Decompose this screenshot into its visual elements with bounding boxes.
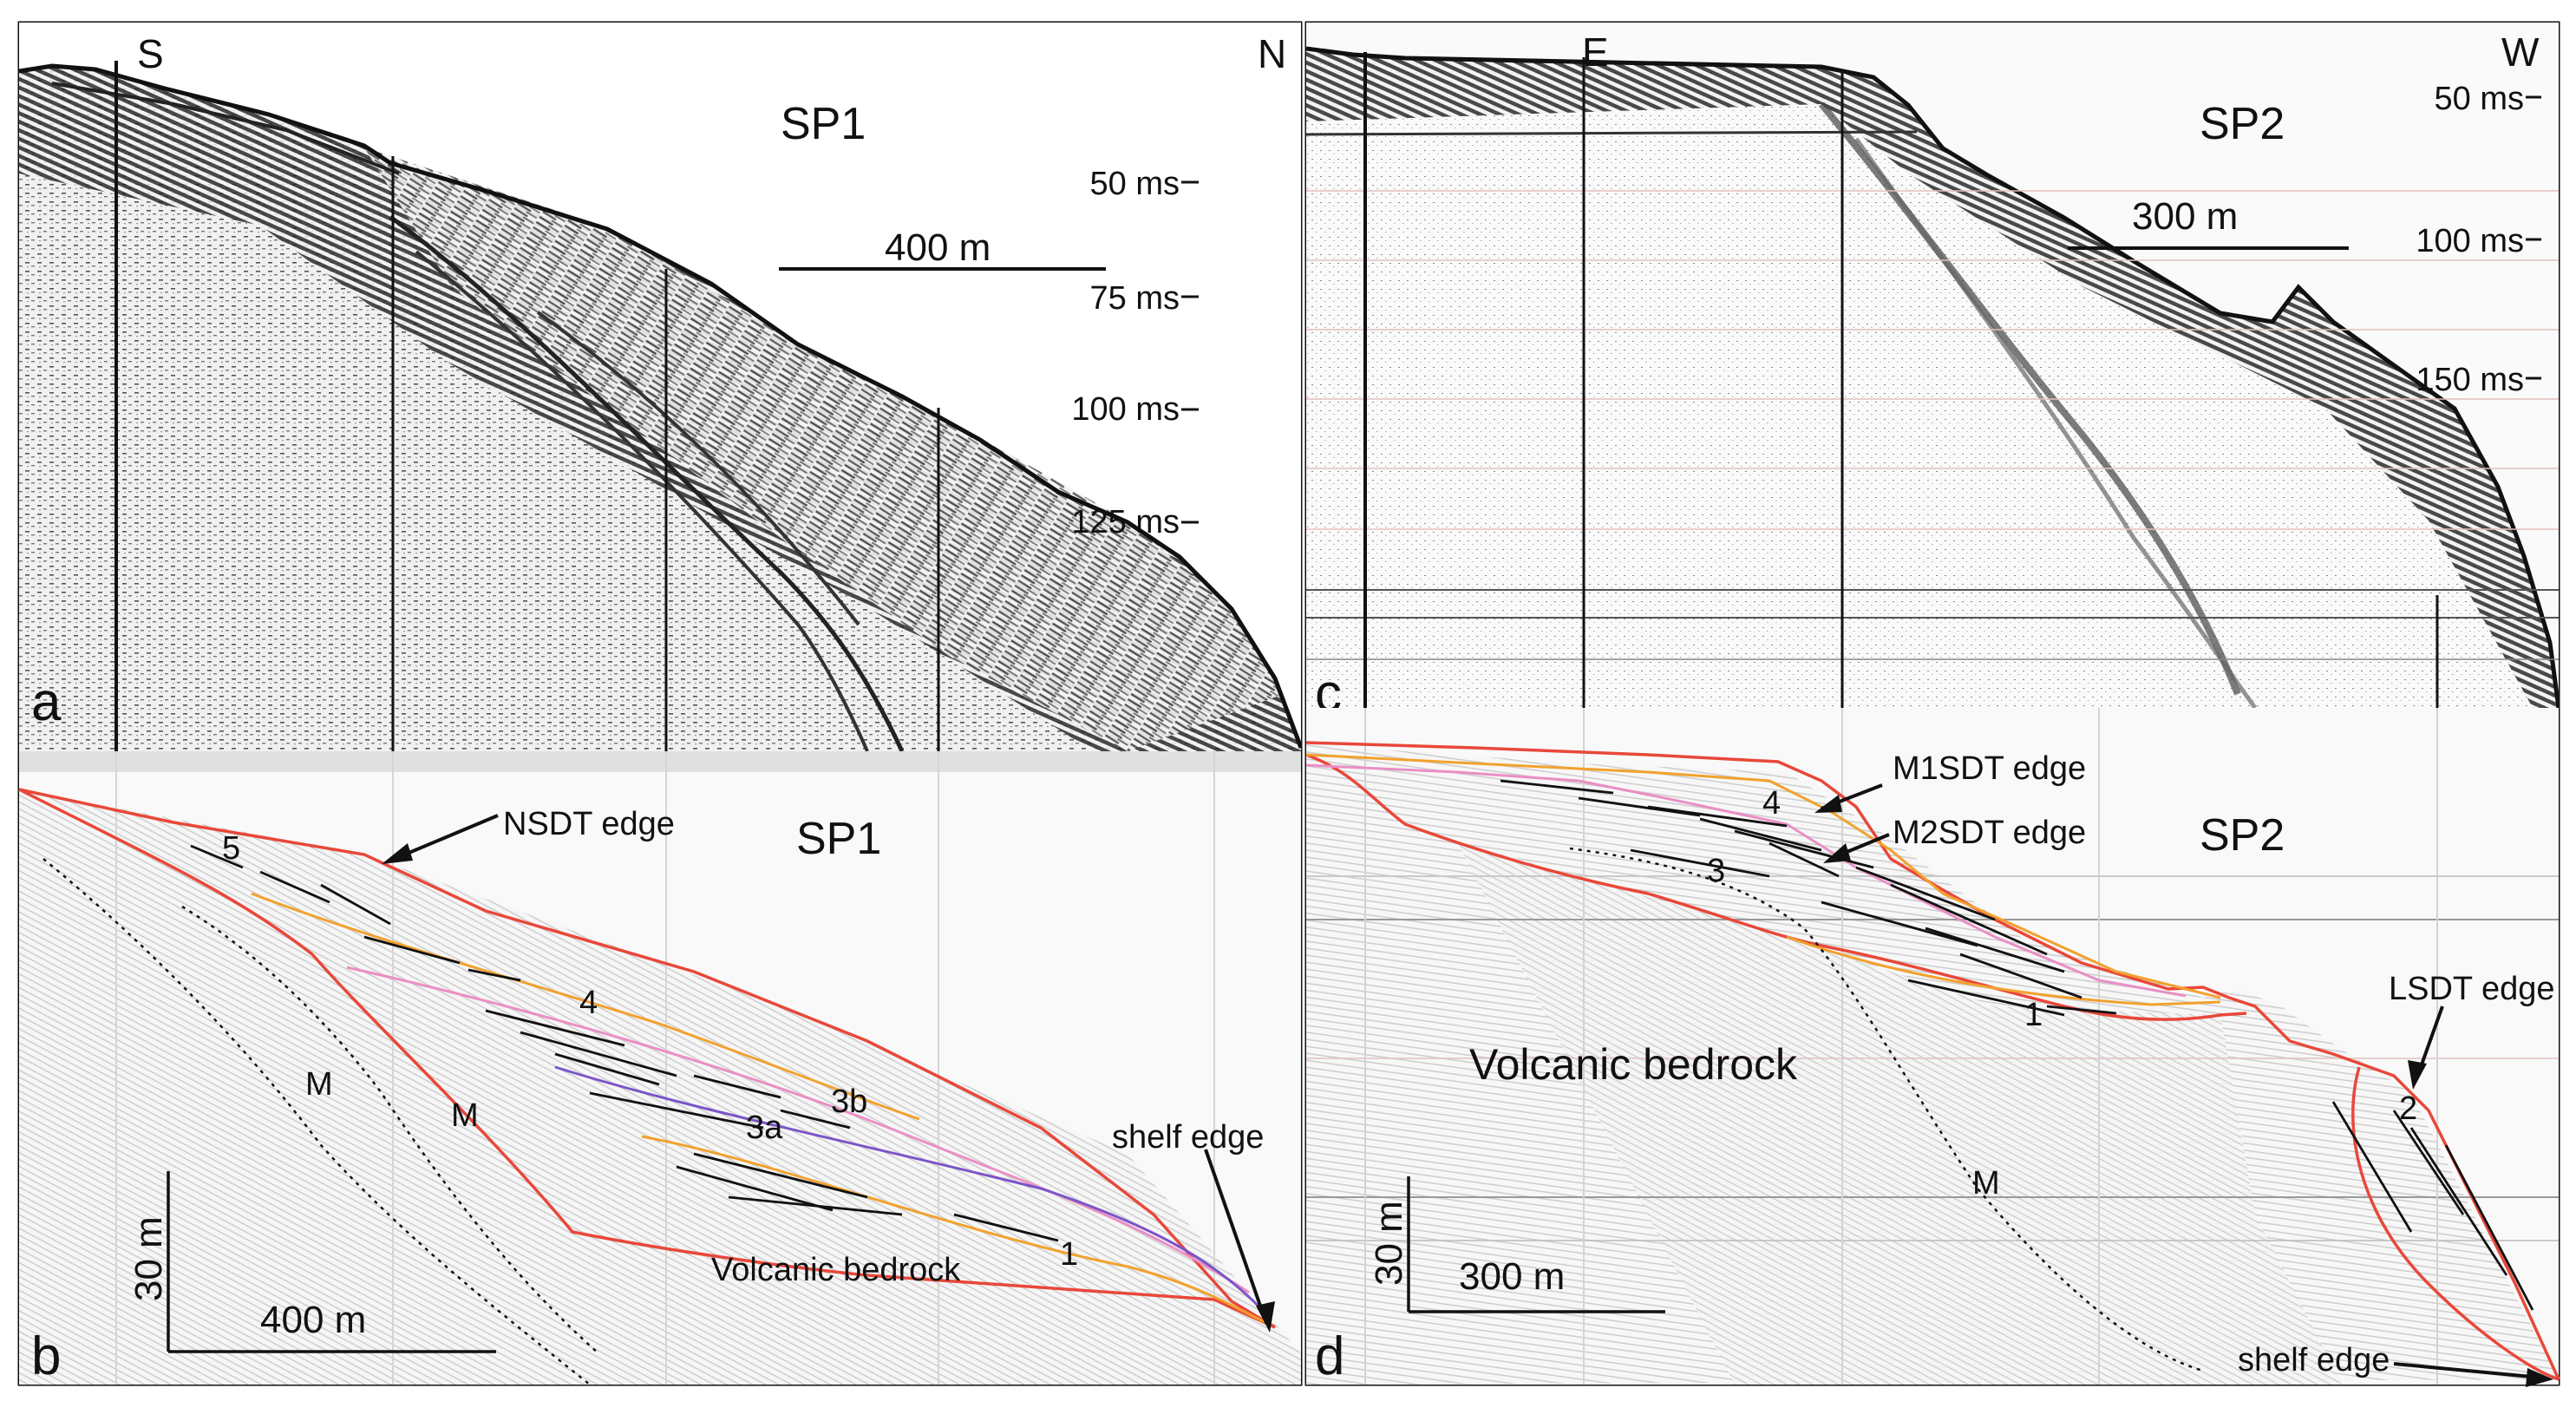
panel-a-time-axis: 50 ms 75 ms 100 ms 125 ms	[1071, 166, 1199, 540]
unit-1-label-d: 1	[2024, 997, 2043, 1033]
unit-5-label: 5	[222, 830, 240, 867]
shelf-edge-arrow-b	[1204, 1149, 1268, 1324]
orange-horizon-b-1	[251, 892, 920, 1121]
tick-100ms-a: 100 ms	[1071, 391, 1180, 428]
shelf-edge-arrowhead-d	[2526, 1368, 2553, 1387]
multiple-line-d	[1569, 847, 2204, 1372]
panel-c-scale-label: 300 m	[2132, 195, 2238, 238]
panel-a-title: SP1	[781, 99, 866, 149]
multiple-m-label-b-1: M	[305, 1066, 333, 1103]
unit-4-label-d: 4	[1762, 785, 1781, 822]
panel-d-horizontal-scale-label: 300 m	[1459, 1255, 1565, 1298]
unit-2-label: 2	[2399, 1090, 2417, 1127]
panel-b-horizons	[18, 788, 1276, 1385]
bedrock-boundary-b	[18, 788, 1276, 1329]
panel-d-title: SP2	[2200, 810, 2285, 861]
shelf-edge-arrowhead-b	[1256, 1301, 1275, 1333]
volcanic-bedrock-label-d: Volcanic bedrock	[1469, 1040, 1798, 1089]
panel-b-vertical-scale-label: 30 m	[127, 1216, 170, 1301]
unit-3-label-d: 3	[1707, 853, 1725, 889]
unit-3a-label: 3a	[746, 1110, 783, 1146]
multiple-m-label-d: M	[1972, 1165, 2000, 1202]
tick-100ms-c: 100 ms	[2416, 223, 2524, 259]
internal-reflectors-b	[190, 844, 1059, 1242]
panel-d-scale-bars: 30 m 300 m	[1368, 1176, 1665, 1313]
panel-a-south-label: S	[137, 31, 164, 76]
orange-horizon-d-2	[1786, 935, 2221, 1006]
shelf-edge-label-d: shelf edge	[2238, 1342, 2390, 1379]
orange-horizon-d-1	[1305, 753, 2221, 999]
panel-b-letter: b	[31, 1326, 61, 1386]
lsdt-arrowhead	[2408, 1060, 2427, 1090]
panel-d-horizons	[1305, 741, 2560, 1387]
pink-horizon-d	[1305, 763, 2187, 998]
tick-50ms-a: 50 ms	[1090, 166, 1180, 202]
panel-b-title: SP1	[796, 814, 881, 864]
lsdt-edge-label: LSDT edge	[2389, 971, 2555, 1007]
panel-c-time-axis: 50 ms 100 ms 150 ms	[2416, 81, 2541, 398]
panel-c-seismic	[1306, 23, 2559, 708]
tick-150ms-c: 150 ms	[2416, 362, 2524, 398]
tick-50ms-c: 50 ms	[2435, 81, 2524, 117]
m1sdt-edge-label: M1SDT edge	[1893, 750, 2086, 787]
volcanic-bedrock-label-b: Volcanic bedrock	[711, 1252, 961, 1288]
panel-c-east-label: E	[1582, 29, 1609, 75]
lsdt-boundary	[2351, 1066, 2560, 1381]
panel-b-interpretation	[19, 751, 1301, 1385]
panel-b-horizontal-scale-label: 400 m	[260, 1299, 366, 1341]
unit-1-label-b: 1	[1060, 1236, 1078, 1273]
multiple-m-label-b-2: M	[451, 1097, 479, 1134]
panel-b-scale-bars: 30 m 400 m	[127, 1171, 496, 1353]
m2sdt-arrowhead	[1823, 843, 1851, 863]
panel-d-interpretation	[1306, 708, 2559, 1385]
unit-4-label-b: 4	[579, 985, 598, 1021]
shelf-edge-arrow-d	[2393, 1362, 2542, 1379]
m2sdt-edge-label: M2SDT edge	[1893, 815, 2086, 851]
panel-d-letter: d	[1315, 1326, 1344, 1386]
tick-75ms-a: 75 ms	[1090, 280, 1180, 317]
panel-c-title: SP2	[2200, 99, 2285, 149]
panel-a-scale-label: 400 m	[885, 226, 991, 269]
shelf-edge-label-b: shelf edge	[1112, 1119, 1264, 1156]
panel-d-vertical-scale-label: 30 m	[1368, 1201, 1410, 1286]
seafloor-boundary-d	[1305, 741, 2560, 1380]
orange-horizon-b-2	[641, 1135, 1267, 1325]
panel-a-seismic	[19, 23, 1301, 751]
purple-horizon-b	[554, 1065, 1268, 1316]
panel-c-west-label: W	[2501, 29, 2540, 75]
m1sdt-arrowhead	[1814, 795, 1842, 813]
panel-a-letter: a	[31, 672, 62, 732]
tick-125ms-a: 125 ms	[1071, 504, 1180, 540]
unit-3b-label: 3b	[831, 1084, 867, 1120]
nsdt-edge-label: NSDT edge	[503, 806, 675, 842]
nsdt-arrowhead	[382, 843, 413, 864]
panel-a-north-label: N	[1258, 31, 1286, 76]
panel-a-trace-markers	[114, 61, 940, 751]
internal-reflectors-d	[1500, 779, 2534, 1311]
multiple-line-b-1	[42, 858, 591, 1385]
pink-horizon-b	[346, 966, 1250, 1294]
panel-c-trace-markers	[1305, 52, 2439, 708]
